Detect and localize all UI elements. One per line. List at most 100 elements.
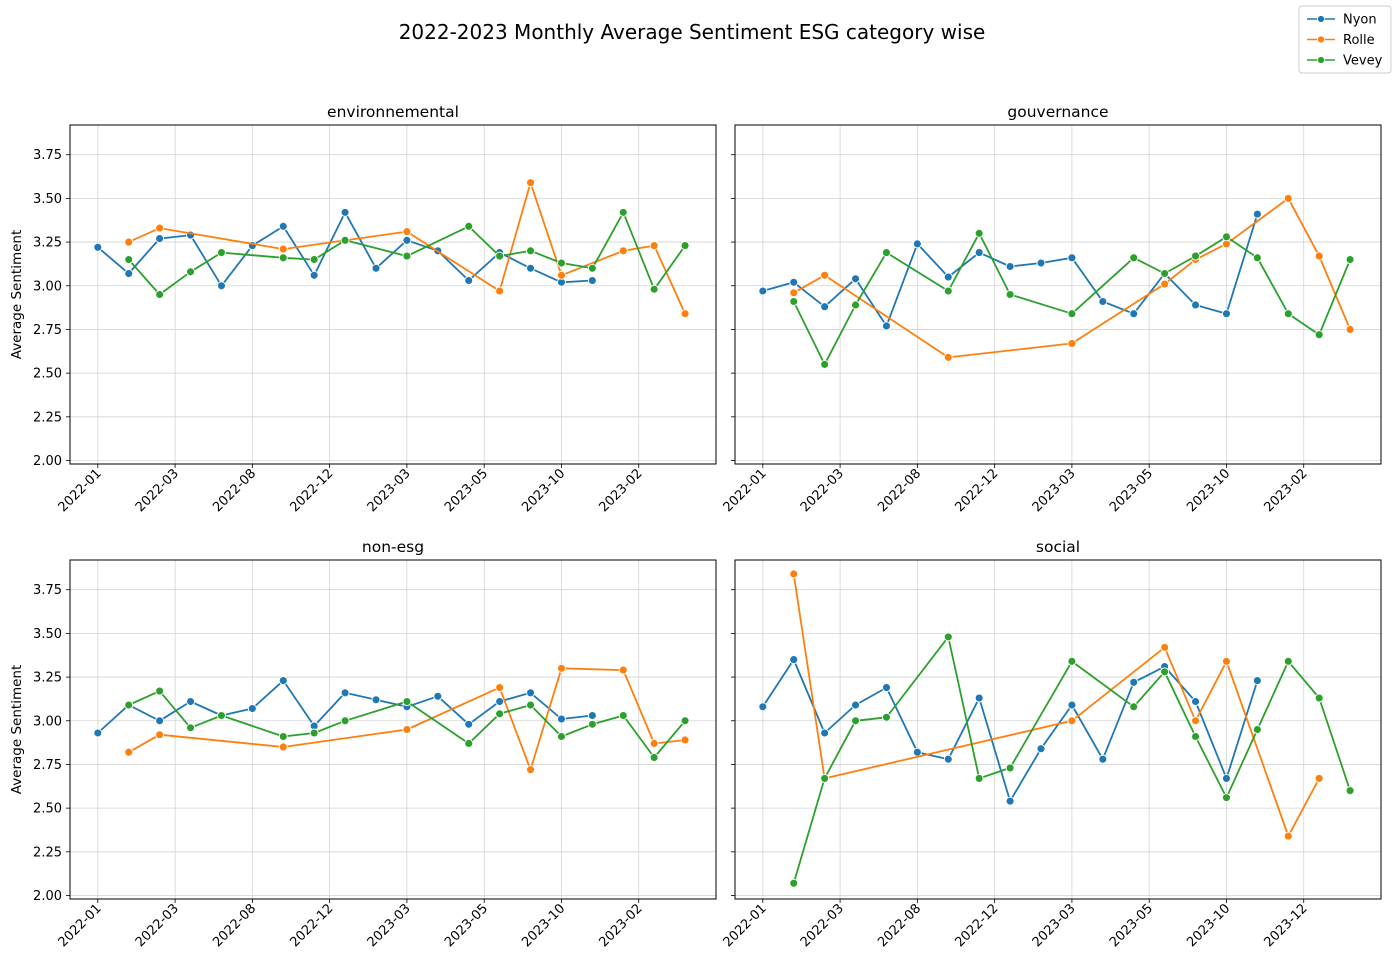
data-point-nyon [340, 207, 350, 217]
data-point-nyon [371, 263, 381, 273]
data-point-rolle [1067, 338, 1077, 348]
data-point-rolle [1160, 279, 1170, 289]
legend: Nyon Rolle Vevey [1298, 5, 1392, 74]
data-point-nyon [974, 248, 984, 258]
data-point-nyon [186, 697, 195, 706]
legend-marker-rolle [1317, 35, 1325, 44]
data-point-vevey [1283, 309, 1293, 319]
x-tick-label: 2023-03 [365, 466, 414, 515]
data-point-vevey [186, 267, 195, 277]
data-point-nyon [1067, 253, 1077, 263]
data-point-vevey [1067, 656, 1077, 666]
data-point-vevey [1283, 656, 1293, 666]
data-point-nyon [789, 655, 799, 665]
data-point-vevey [1222, 232, 1231, 242]
subplot-social: 2022-01 2022-03 2022-08 2022-12 2023-03 2023-… [721, 538, 1382, 950]
data-point-rolle [1314, 773, 1324, 783]
data-point-nyon [93, 242, 103, 252]
data-point-nyon [882, 683, 891, 693]
data-point-rolle [526, 765, 535, 775]
data-point-nyon [278, 676, 288, 686]
data-point-vevey [464, 221, 474, 231]
x-tick-label: 2022-08 [210, 466, 259, 515]
data-point-rolle [278, 244, 288, 254]
series-line-rolle [793, 197, 1351, 359]
data-point-nyon [464, 276, 474, 285]
data-point-rolle [820, 270, 830, 280]
data-point-vevey [278, 732, 288, 741]
data-point-vevey [851, 300, 860, 310]
data-point-nyon [912, 747, 922, 757]
data-point-rolle [649, 739, 659, 748]
data-point-vevey [1160, 269, 1170, 278]
data-point-vevey [1160, 667, 1170, 677]
data-point-rolle [1314, 251, 1324, 261]
x-tick-label: 2023-12 [1262, 901, 1311, 950]
plot-area [70, 125, 716, 464]
data-point-nyon [247, 704, 257, 713]
subplot-title: gouvernance [1007, 103, 1108, 121]
y-tick-label: 2.50 [33, 367, 62, 382]
data-point-nyon [1191, 300, 1200, 310]
x-tick-label: 2023-05 [442, 901, 491, 950]
x-tick-label: 2022-03 [133, 466, 182, 515]
subplot-title: social [1036, 538, 1080, 556]
y-tick-label: 2.50 [33, 802, 62, 817]
data-point-nyon [464, 719, 474, 729]
data-point-vevey [155, 686, 165, 696]
legend-label-vevey: Vevey [1343, 54, 1383, 69]
data-point-nyon [587, 276, 597, 285]
data-point-vevey [1314, 330, 1324, 340]
data-point-rolle [278, 742, 288, 752]
data-point-vevey [1345, 255, 1355, 265]
data-point-nyon [309, 270, 319, 280]
data-point-vevey [309, 255, 319, 265]
data-point-vevey [943, 286, 953, 296]
data-point-nyon [1129, 677, 1139, 687]
data-point-rolle [789, 569, 799, 579]
data-point-vevey [340, 716, 350, 726]
data-point-vevey [882, 712, 891, 722]
x-tick-label: 2023-10 [1184, 466, 1233, 515]
y-tick-label: 3.50 [33, 192, 62, 207]
data-point-nyon [124, 269, 134, 278]
data-point-vevey [1005, 290, 1015, 299]
data-point-vevey [124, 255, 134, 265]
data-point-rolle [1160, 642, 1170, 652]
data-point-rolle [155, 730, 165, 740]
figure-title: 2022-2023 Monthly Average Sentiment ESG … [399, 20, 986, 44]
y-tick-label: 2.75 [33, 758, 62, 773]
data-point-rolle [526, 178, 535, 188]
data-point-nyon [402, 235, 412, 245]
data-point-rolle [1222, 656, 1231, 666]
x-tick-label: 2022-01 [56, 901, 105, 950]
data-point-nyon [155, 234, 165, 244]
data-point-rolle [557, 270, 566, 280]
legend-label-nyon: Nyon [1343, 13, 1377, 28]
legend-entry-nyon: Nyon [1307, 13, 1377, 28]
y-tick-label: 3.25 [33, 671, 62, 686]
x-tick-label: 2023-02 [1262, 466, 1311, 515]
x-tick-label: 2023-03 [1030, 466, 1079, 515]
data-point-vevey [618, 711, 628, 720]
data-point-nyon [1191, 697, 1200, 706]
data-point-vevey [649, 753, 659, 762]
data-point-vevey [1129, 702, 1139, 712]
x-tick-label: 2023-02 [597, 466, 646, 515]
data-point-vevey [464, 739, 474, 748]
data-point-nyon [1036, 258, 1046, 268]
data-point-vevey [217, 711, 226, 720]
data-point-vevey [1345, 786, 1355, 796]
data-point-vevey [1252, 253, 1262, 263]
y-tick-label: 2.00 [33, 889, 62, 904]
series-vevey [124, 686, 690, 762]
data-point-nyon [155, 716, 165, 726]
data-point-vevey [495, 251, 505, 261]
series-vevey [789, 632, 1355, 888]
data-point-nyon [912, 239, 922, 249]
data-point-vevey [618, 207, 628, 217]
data-point-vevey [495, 709, 505, 719]
data-point-vevey [587, 719, 597, 729]
y-axis-label: Average Sentiment [9, 230, 25, 360]
data-point-vevey [1067, 309, 1077, 319]
